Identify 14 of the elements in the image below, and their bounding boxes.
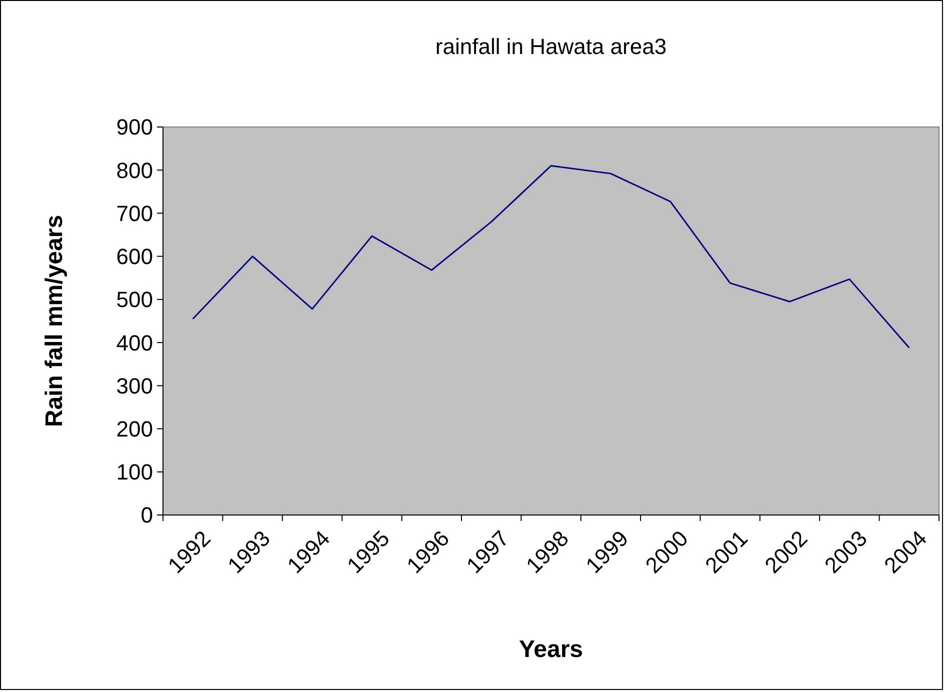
y-tick-label: 200 [116, 416, 153, 442]
y-tick-label: 700 [116, 200, 153, 226]
x-axis-title: Years [518, 636, 584, 663]
y-tick-label: 300 [116, 373, 153, 398]
y-tick-label: 900 [116, 114, 153, 140]
y-tick-label: 100 [116, 460, 153, 485]
line-series [192, 165, 910, 348]
y-tick-label: 800 [116, 158, 153, 183]
y-tick-label: 400 [116, 330, 153, 356]
chart-title: rainfall in Hawata area3 [435, 34, 667, 59]
y-tick-label: 600 [116, 244, 153, 270]
y-tick-label: 500 [116, 287, 153, 312]
y-tick-label: 0 [140, 502, 153, 528]
y-axis-title: Rain fall mm/years [41, 214, 68, 428]
